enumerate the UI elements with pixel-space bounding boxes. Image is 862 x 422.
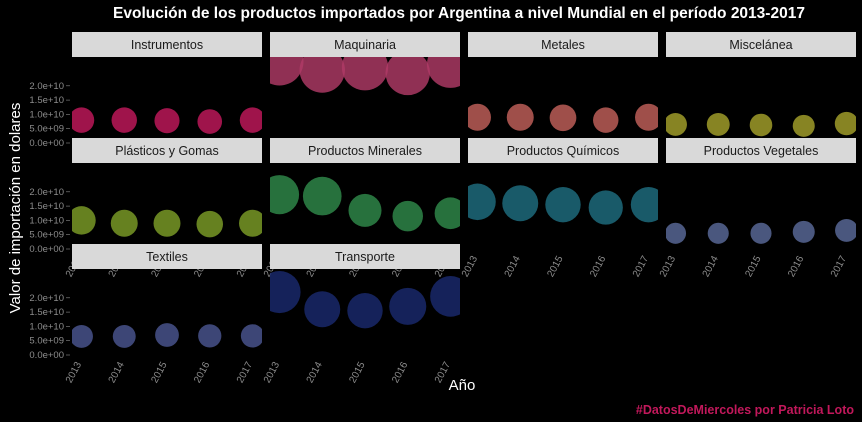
y-tick-label: 1.0e+10 xyxy=(29,109,64,120)
data-point xyxy=(502,185,539,222)
facet-strip xyxy=(72,244,262,269)
data-point xyxy=(468,103,491,131)
facet-strip-label: Maquinaria xyxy=(334,38,396,52)
data-point xyxy=(545,186,581,223)
caption: #DatosDeMiercoles por Patricia Loto xyxy=(636,403,854,417)
facet-strip-label: Instrumentos xyxy=(131,38,203,52)
y-tick-label: 1.5e+10 xyxy=(29,95,64,106)
y-tick-label: 1.5e+10 xyxy=(29,201,64,212)
y-tick-label: 1.0e+10 xyxy=(29,215,64,226)
y-axis-label: Valor de importación en dolares xyxy=(7,103,24,314)
facet-strip xyxy=(72,138,262,163)
data-point xyxy=(155,323,179,347)
data-point xyxy=(385,57,430,96)
data-point xyxy=(392,200,423,232)
data-point xyxy=(198,324,222,348)
data-point xyxy=(347,292,383,329)
facet-strip-label: Productos Químicos xyxy=(507,144,620,158)
data-point xyxy=(792,114,815,137)
data-point xyxy=(707,222,729,244)
facet-strip-label: Textiles xyxy=(146,250,188,264)
data-point xyxy=(666,112,687,136)
facet-panel: Maquinaria xyxy=(270,32,460,96)
data-point xyxy=(196,210,224,238)
facet-strip xyxy=(468,138,658,163)
data-point xyxy=(153,209,181,237)
facet-strip-label: Miscelánea xyxy=(729,38,792,52)
data-point xyxy=(341,57,389,91)
data-point xyxy=(112,324,136,348)
y-tick-label: 0.0e+00 xyxy=(29,138,64,149)
facet-strip-label: Productos Minerales xyxy=(308,144,422,158)
data-point xyxy=(270,175,300,215)
data-point xyxy=(666,222,687,244)
data-point xyxy=(835,218,856,242)
data-point xyxy=(792,220,815,243)
data-point xyxy=(706,112,730,136)
data-point xyxy=(154,108,180,134)
facet-panel: Instrumentos xyxy=(72,32,262,134)
data-point xyxy=(749,113,773,137)
facet-strip xyxy=(270,32,460,57)
data-point xyxy=(750,222,772,244)
y-tick-label: 5.0e+09 xyxy=(29,124,64,135)
data-point xyxy=(240,324,262,348)
facet-strip xyxy=(270,244,460,269)
data-point xyxy=(270,57,304,86)
data-point xyxy=(239,209,262,237)
facet-strip xyxy=(468,32,658,57)
y-tick-label: 2.0e+10 xyxy=(29,293,64,304)
data-point xyxy=(270,271,301,314)
data-point xyxy=(588,190,623,225)
facet-strip-label: Transporte xyxy=(335,250,395,264)
data-point xyxy=(239,107,262,133)
facet-strip-label: Plásticos y Gomas xyxy=(115,144,219,158)
data-point xyxy=(834,111,856,136)
data-point xyxy=(506,103,534,131)
data-point xyxy=(302,176,342,216)
y-tick-label: 2.0e+10 xyxy=(29,81,64,92)
data-point xyxy=(72,206,96,235)
data-point xyxy=(299,57,345,93)
data-point xyxy=(430,276,460,317)
y-tick-label: 1.5e+10 xyxy=(29,307,64,318)
data-point xyxy=(304,291,341,328)
facet-strip xyxy=(666,32,856,57)
y-tick-label: 0.0e+00 xyxy=(29,244,64,255)
data-point xyxy=(110,209,138,237)
y-tick-label: 2.0e+10 xyxy=(29,187,64,198)
y-tick-label: 0.0e+00 xyxy=(29,350,64,361)
data-point xyxy=(434,197,460,230)
y-tick-label: 1.0e+10 xyxy=(29,321,64,332)
x-axis-label: Año xyxy=(449,377,476,394)
data-point xyxy=(72,107,95,133)
data-point xyxy=(389,287,427,325)
data-point xyxy=(468,183,496,221)
data-point xyxy=(197,109,223,134)
data-point xyxy=(635,103,658,131)
facet-strip xyxy=(270,138,460,163)
facet-strip-label: Productos Vegetales xyxy=(704,144,819,158)
data-point xyxy=(593,107,619,133)
facet-panel: Miscelánea xyxy=(666,32,856,137)
y-tick-label: 5.0e+09 xyxy=(29,336,64,347)
data-point xyxy=(72,324,93,348)
data-point xyxy=(111,107,137,133)
data-point xyxy=(426,57,460,88)
facet-strip xyxy=(72,32,262,57)
data-point xyxy=(348,193,382,227)
data-point xyxy=(549,104,577,132)
facet-strip-label: Metales xyxy=(541,38,585,52)
data-point xyxy=(630,186,658,223)
facet-panel: Metales xyxy=(468,32,658,133)
facet-strip xyxy=(666,138,856,163)
y-tick-label: 5.0e+09 xyxy=(29,230,64,241)
chart-title: Evolución de los productos importados po… xyxy=(113,5,805,22)
